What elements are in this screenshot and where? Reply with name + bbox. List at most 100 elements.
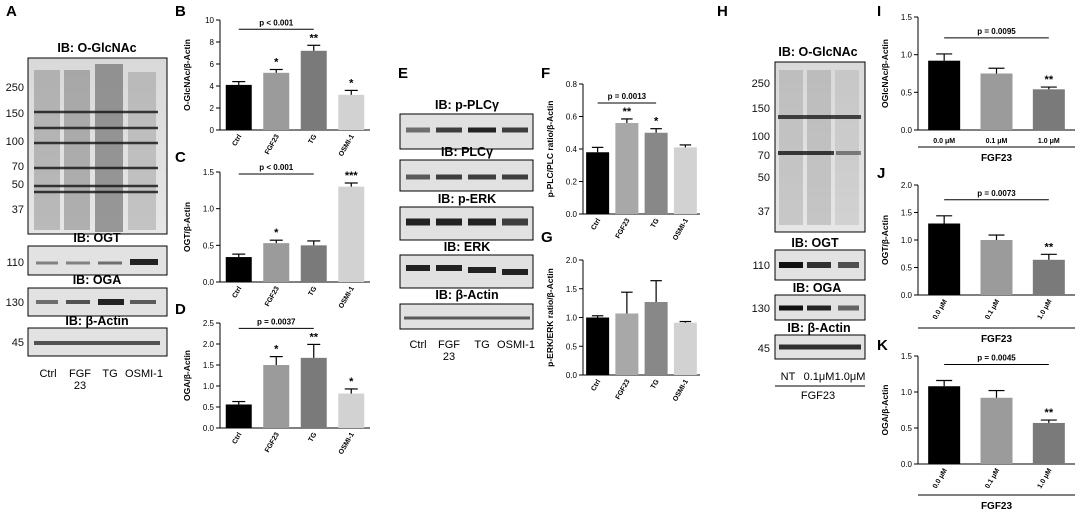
chart-b-pvalue: p < 0.001 xyxy=(259,18,294,27)
blot-e-perk-title: IB: p-ERK xyxy=(438,192,496,206)
chart-d-bar xyxy=(300,357,327,428)
chart-c: 0.0 0.5 1.0 1.5 OGT/β-Actin Ctrl * FGF23 TG *** OS… xyxy=(182,163,370,310)
chart-f: 0.0 0.2 0.4 0.6 0.8 p-PLC/PLC ratio/β-Actin Ct… xyxy=(545,80,700,242)
chart-c-sig: * xyxy=(274,227,279,239)
chart-d: 0.0 0.5 1.0 1.5 2.0 2.5 OGA/β-Actin Ctrl * FGF23 *… xyxy=(182,317,370,456)
chart-f-ylabel: p-PLC/PLC ratio/β-Actin xyxy=(545,101,555,198)
blot-a: IB: O-GlcNAc 250 150 100 70 50 37 IB: OG… xyxy=(6,41,168,392)
marker-h-70: 70 xyxy=(758,150,770,162)
panel-letter-f: F xyxy=(541,65,550,82)
blot-a-smears xyxy=(34,64,156,232)
chart-i-category-label: 1.0 μM xyxy=(1038,138,1060,145)
chart-g-ylabel: p-ERK/ERK ratio/β-Actin xyxy=(545,268,555,367)
chart-f-sig: ** xyxy=(623,106,632,118)
chart-c-sig: *** xyxy=(345,170,359,182)
chart-k-category-label: 0.1 μM xyxy=(984,467,1001,490)
panel-letter-a: A xyxy=(6,3,17,20)
panel-letter-g: G xyxy=(541,229,553,246)
chart-d-bar xyxy=(225,404,252,428)
chart-d-category-label: Ctrl xyxy=(231,431,243,445)
chart-k-sig: ** xyxy=(1045,407,1054,419)
chart-d-sig: * xyxy=(274,344,279,356)
chart-c-ytick-label: 0.5 xyxy=(203,241,215,250)
chart-b-ytick-label: 10 xyxy=(205,16,214,25)
chart-b-category-label: OSMI-1 xyxy=(338,133,356,157)
chart-c-bar xyxy=(263,243,290,282)
chart-k-ytick-label: 0.0 xyxy=(901,460,913,469)
chart-d-pvalue: p = 0.0037 xyxy=(257,317,296,326)
chart-c-ytick-label: 1.0 xyxy=(203,205,215,214)
marker-a-150: 150 xyxy=(6,108,24,120)
chart-k-ytick-label: 1.5 xyxy=(901,352,913,361)
blot-h: IB: O-GlcNAc 250 150 100 70 50 37 IB: OG… xyxy=(752,45,866,402)
chart-f-ytick-label: 0.2 xyxy=(566,178,578,187)
chart-d-ytick-label: 2.0 xyxy=(203,340,215,349)
panel-letter-h: H xyxy=(717,3,728,20)
marker-a-100: 100 xyxy=(6,136,24,148)
chart-g-bar xyxy=(615,313,639,375)
chart-k-category-label: 1.0 μM xyxy=(1037,467,1054,490)
chart-d-category-label: OSMI-1 xyxy=(338,431,356,455)
chart-k-ytick-label: 1.0 xyxy=(901,388,913,397)
chart-b-category-label: FGF23 xyxy=(264,133,281,155)
chart-j-bar xyxy=(1032,259,1065,295)
chart-f-ytick-label: 0.4 xyxy=(566,145,578,154)
chart-i-category-label: 0.1 μM xyxy=(986,138,1008,145)
chart-c-bar xyxy=(338,186,365,282)
chart-k: 0.0 0.5 1.0 1.5 OGA/β-Actin 0.0 μM 0.1 μM ** 1.0… xyxy=(880,352,1075,512)
chart-j: 0.0 0.5 1.0 1.5 2.0 OGT/β-Actin 0.0 μM 0.1 μM **… xyxy=(880,181,1075,345)
chart-j-ytick-label: 0.0 xyxy=(901,291,913,300)
chart-g-ytick-label: 0.0 xyxy=(566,371,578,380)
marker-h-45: 45 xyxy=(758,343,770,355)
blot-a-bands xyxy=(34,110,158,194)
chart-d-category-label: TG xyxy=(308,431,319,443)
chart-g-bar xyxy=(673,322,697,375)
chart-b-ytick-label: 4 xyxy=(210,82,215,91)
chart-c-category-label: FGF23 xyxy=(264,285,281,307)
chart-b-category-label: TG xyxy=(308,133,319,145)
chart-b-ytick-label: 0 xyxy=(210,126,215,135)
chart-b-ytick-label: 2 xyxy=(210,104,215,113)
chart-d-ylabel: OGA/β-Actin xyxy=(182,350,192,401)
marker-a-37: 37 xyxy=(12,204,24,216)
marker-h-100: 100 xyxy=(752,131,770,143)
blot-h-group-label: FGF23 xyxy=(801,390,835,402)
chart-j-category-label: 0.1 μM xyxy=(984,298,1001,321)
blot-h-bands xyxy=(778,115,861,155)
chart-i-bar xyxy=(1032,89,1065,130)
chart-i-ytick-label: 0.5 xyxy=(901,88,913,97)
blot-e-erk-bands xyxy=(406,265,528,275)
chart-d-sig: ** xyxy=(309,331,318,343)
chart-c-category-label: Ctrl xyxy=(231,285,243,299)
chart-j-group-label: FGF23 xyxy=(981,334,1013,345)
chart-f-bar xyxy=(615,123,639,214)
chart-b-bar xyxy=(338,94,365,130)
panel-letter-b: B xyxy=(175,3,186,20)
lane-e-tg: TG xyxy=(474,339,489,351)
chart-g-bar xyxy=(644,301,668,375)
chart-i-category-label: 0.0 μM xyxy=(933,138,955,145)
blot-a-ogl-membrane xyxy=(27,57,168,235)
blot-e-actin-title: IB: β-Actin xyxy=(435,288,498,302)
chart-i-ytick-label: 1.5 xyxy=(901,13,913,22)
chart-c-category-label: TG xyxy=(308,285,319,297)
marker-a-45: 45 xyxy=(12,337,24,349)
chart-b: 0 2 4 6 8 10 O-GlcNAc/β-Actin Ctrl * FGF23 ** TG * OS… xyxy=(182,16,370,158)
chart-k-bar xyxy=(928,386,961,464)
lane-a-osmi1: OSMI-1 xyxy=(125,368,163,380)
chart-d-sig: * xyxy=(349,376,354,388)
chart-c-category-label: OSMI-1 xyxy=(338,285,356,309)
chart-b-bar xyxy=(225,84,252,130)
chart-j-sig: ** xyxy=(1045,241,1054,253)
lane-h-0-1: 0.1μM xyxy=(804,371,835,383)
blot-h-ogt-title: IB: OGT xyxy=(791,236,839,250)
chart-g-ytick-label: 1.5 xyxy=(566,285,578,294)
marker-a-250: 250 xyxy=(6,82,24,94)
chart-c-bar xyxy=(225,257,252,282)
chart-f-category-label: TG xyxy=(650,217,661,229)
chart-d-ytick-label: 1.0 xyxy=(203,382,215,391)
chart-f-category-label: FGF23 xyxy=(615,217,632,239)
blot-a-ogt-title: IB: OGT xyxy=(73,231,121,245)
chart-b-sig: * xyxy=(274,57,279,69)
